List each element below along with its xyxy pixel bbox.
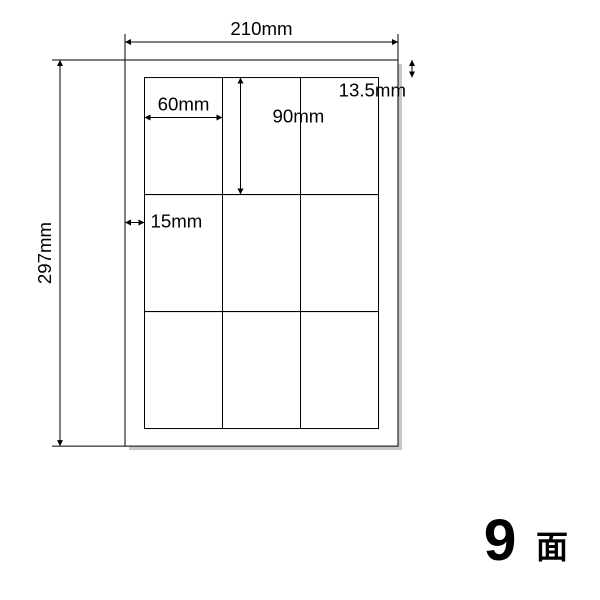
label-sheet-diagram: 210mm 297mm 13.5mm 60mm 90mm 15mm 9面 xyxy=(0,0,600,600)
label-cell-width: 60mm xyxy=(158,93,210,114)
label-top-margin: 13.5mm xyxy=(339,79,406,100)
face-count-suffix: 面 xyxy=(536,529,568,565)
face-count-number: 9 xyxy=(484,508,517,573)
label-left-margin: 15mm xyxy=(151,210,203,231)
face-count: 9面 xyxy=(484,508,568,573)
label-cell-height: 90mm xyxy=(273,105,325,126)
label-page-width: 210mm xyxy=(230,18,292,39)
label-page-height: 297mm xyxy=(34,222,55,284)
